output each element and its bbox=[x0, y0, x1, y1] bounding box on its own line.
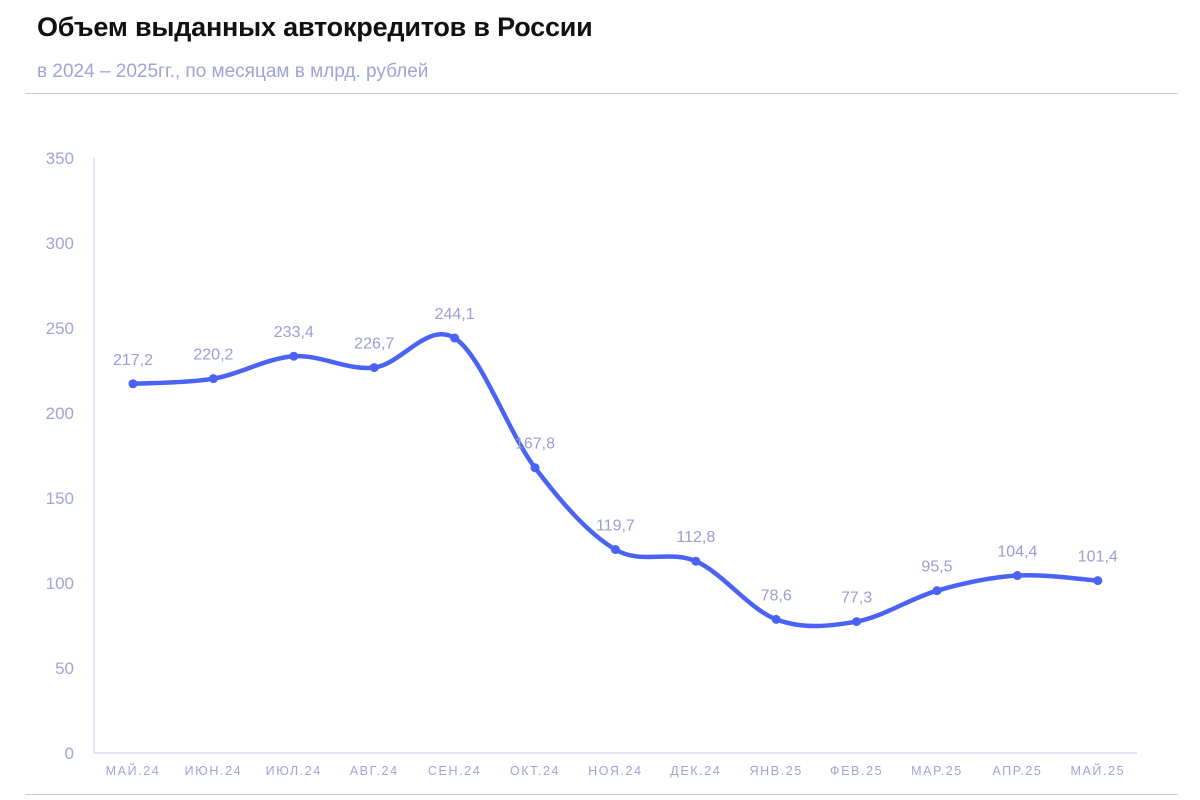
data-point bbox=[128, 379, 138, 389]
x-tick-label: ДЕК.24 bbox=[670, 764, 721, 778]
x-tick-label: МАЙ.24 bbox=[106, 763, 161, 778]
y-tick-label: 50 bbox=[55, 659, 74, 678]
y-axis-ticks: 0 50 100 150 200 250 300 350 bbox=[46, 149, 74, 763]
data-label: 220,2 bbox=[193, 347, 233, 364]
data-point bbox=[1012, 571, 1022, 581]
y-tick-label: 250 bbox=[46, 319, 74, 338]
data-points bbox=[128, 333, 1103, 627]
x-tick-label: СЕН.24 bbox=[428, 764, 481, 778]
data-point bbox=[289, 351, 299, 361]
x-tick-label: ИЮН.24 bbox=[185, 764, 243, 778]
data-label: 112,8 bbox=[676, 529, 715, 546]
x-tick-label: АПР.25 bbox=[992, 764, 1042, 778]
y-tick-label: 0 bbox=[65, 744, 74, 763]
y-tick-label: 300 bbox=[46, 234, 74, 253]
data-label: 226,7 bbox=[354, 336, 394, 353]
top-divider bbox=[25, 93, 1178, 94]
data-label: 244,1 bbox=[435, 306, 475, 323]
x-tick-label: НОЯ.24 bbox=[588, 764, 642, 778]
series-line bbox=[130, 332, 1101, 629]
data-label: 95,5 bbox=[921, 559, 952, 576]
chart-subtitle: в 2024 – 2025гг., по месяцам в млрд. руб… bbox=[37, 61, 429, 82]
x-tick-label: ЯНВ.25 bbox=[750, 764, 803, 778]
data-point bbox=[530, 463, 540, 473]
data-label: 78,6 bbox=[761, 587, 792, 604]
bottom-divider bbox=[25, 794, 1178, 795]
y-tick-label: 100 bbox=[46, 574, 74, 593]
data-point bbox=[208, 374, 218, 384]
data-point bbox=[771, 614, 781, 624]
x-tick-label: АВГ.24 bbox=[350, 764, 399, 778]
data-point bbox=[369, 363, 379, 373]
data-point bbox=[852, 617, 862, 627]
data-label: 77,3 bbox=[841, 590, 872, 607]
series-line-group bbox=[130, 332, 1101, 629]
data-label: 119,7 bbox=[596, 518, 635, 535]
x-tick-label: МАР.25 bbox=[911, 764, 963, 778]
data-label: 217,2 bbox=[113, 352, 153, 369]
data-point bbox=[932, 586, 942, 596]
data-label: 233,4 bbox=[274, 324, 314, 341]
data-point bbox=[691, 556, 701, 566]
data-label: 101,4 bbox=[1078, 549, 1118, 566]
data-label: 104,4 bbox=[997, 544, 1037, 561]
x-tick-label: МАЙ.25 bbox=[1070, 763, 1125, 778]
data-point bbox=[610, 545, 620, 555]
x-tick-label: ФЕВ.25 bbox=[830, 764, 883, 778]
x-axis-ticks: МАЙ.24 ИЮН.24 ИЮЛ.24 АВГ.24 СЕН.24 ОКТ.24 НОЯ.… bbox=[106, 763, 1125, 778]
data-point bbox=[450, 333, 460, 343]
data-label: 167,8 bbox=[515, 436, 555, 453]
chart-axes bbox=[93, 158, 1137, 754]
y-tick-label: 350 bbox=[46, 149, 74, 168]
x-tick-label: ОКТ.24 bbox=[510, 764, 560, 778]
y-tick-label: 150 bbox=[46, 489, 74, 508]
chart-title: Объем выданных автокредитов в России bbox=[37, 12, 593, 42]
data-point bbox=[1093, 576, 1103, 586]
y-tick-label: 200 bbox=[46, 404, 74, 423]
x-tick-label: ИЮЛ.24 bbox=[266, 764, 322, 778]
data-labels: 217,2 220,2 233,4 226,7 244,1 167,8 119,7 112,8… bbox=[113, 306, 1118, 607]
